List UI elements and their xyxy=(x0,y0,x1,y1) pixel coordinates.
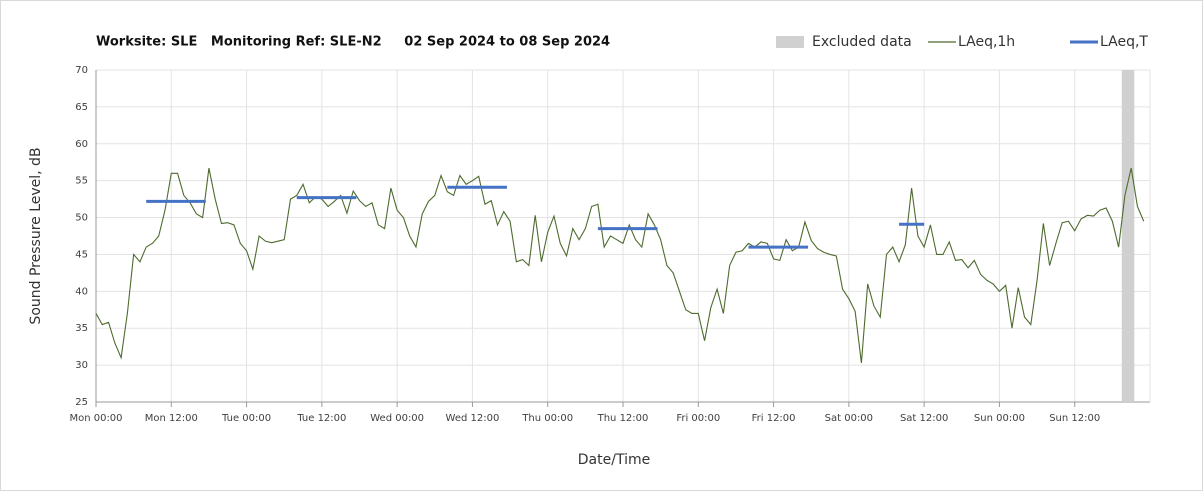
y-tick-label: 55 xyxy=(75,176,88,187)
x-tick-label: Wed 00:00 xyxy=(370,413,424,424)
legend-swatch xyxy=(776,36,804,48)
y-tick-label: 30 xyxy=(75,360,88,371)
legend-label: LAeq,T xyxy=(1100,34,1148,50)
y-tick-label: 40 xyxy=(75,286,88,297)
y-axis-label: Sound Pressure Level, dB xyxy=(28,147,44,324)
x-tick-label: Sun 00:00 xyxy=(974,413,1025,424)
x-tick-label: Thu 12:00 xyxy=(597,413,649,424)
x-tick-label: Fri 00:00 xyxy=(676,413,720,424)
x-tick-label: Sun 12:00 xyxy=(1049,413,1100,424)
y-tick-label: 35 xyxy=(75,323,88,334)
y-tick-label: 65 xyxy=(75,102,88,113)
y-tick-label: 45 xyxy=(75,249,88,260)
y-tick-label: 70 xyxy=(75,65,88,76)
x-tick-label: Sat 12:00 xyxy=(900,413,948,424)
line-series xyxy=(95,167,1145,363)
x-tick-label: Thu 00:00 xyxy=(521,413,573,424)
y-tick-label: 25 xyxy=(75,397,88,408)
excluded-band xyxy=(1121,70,1135,402)
y-tick-label: 60 xyxy=(75,139,88,150)
legend-label: Excluded data xyxy=(812,34,912,50)
x-tick-label: Wed 12:00 xyxy=(446,413,500,424)
x-tick-label: Fri 12:00 xyxy=(752,413,796,424)
x-tick-label: Tue 12:00 xyxy=(296,413,346,424)
x-tick-label: Tue 00:00 xyxy=(221,413,271,424)
x-tick-label: Mon 00:00 xyxy=(69,413,122,424)
x-tick-label: Mon 12:00 xyxy=(145,413,198,424)
legend-label: LAeq,1h xyxy=(958,34,1015,50)
chart-title: Worksite: SLE Monitoring Ref: SLE-N2 02 … xyxy=(96,35,610,50)
y-tick-label: 50 xyxy=(75,213,88,224)
x-tick-label: Sat 00:00 xyxy=(825,413,873,424)
x-axis-label: Date/Time xyxy=(578,452,650,468)
